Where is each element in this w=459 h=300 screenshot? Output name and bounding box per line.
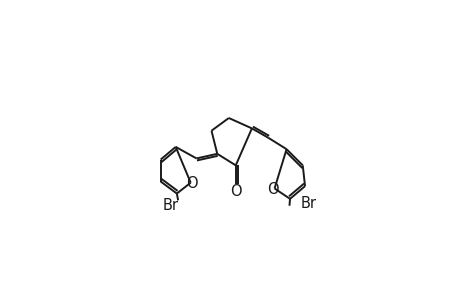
Text: O: O — [230, 184, 241, 200]
Text: Br: Br — [163, 198, 179, 213]
Text: O: O — [267, 182, 279, 197]
Text: Br: Br — [300, 196, 316, 211]
Text: O: O — [185, 176, 197, 191]
